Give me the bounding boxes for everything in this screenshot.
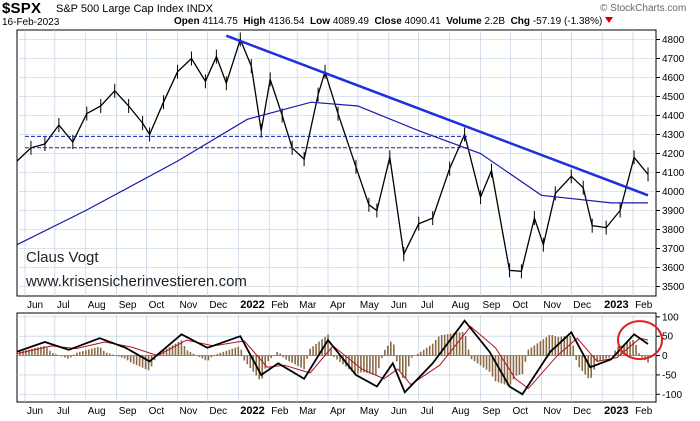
instrument-name: S&P 500 Large Cap Index INDX: [56, 3, 213, 15]
osc-xtick-label: Feb: [271, 406, 289, 417]
osc-ytick-label: 0: [662, 351, 668, 362]
signal-line: [16, 325, 649, 390]
price-xtick-label: Dec: [573, 300, 591, 311]
price-xtick-label: Nov: [179, 300, 197, 311]
price-ytick-label: 4000: [662, 187, 685, 198]
oscillator-panel: -100 -50 0 50 100 Jun Jul Aug Sep Oct Nov Dec 2022 Fe…: [16, 312, 682, 417]
price-xtick-label: Jul: [57, 300, 70, 311]
price-frame: [16, 29, 657, 297]
quote-date: 16-Feb-2023: [2, 17, 60, 28]
osc-xtick-label: Feb: [635, 406, 653, 417]
price-ytick-label: 4800: [662, 35, 685, 46]
osc-xtick-label: Aug: [88, 406, 106, 417]
osc-xtick-label: May: [360, 406, 379, 417]
open-label: Open: [174, 16, 200, 27]
quote-summary: Open 4114.75 High 4136.54 Low 4089.49 Cl…: [174, 16, 614, 27]
price-ytick-label: 3800: [662, 225, 685, 236]
highlight-circle: [617, 320, 664, 361]
price-xtick-label: Jul: [421, 300, 434, 311]
volume-value: 2.2B: [484, 16, 506, 27]
osc-xtick-label: Oct: [512, 406, 528, 417]
osc-xtick-label: 2023: [604, 405, 628, 417]
price-line: [16, 37, 649, 272]
price-xtick-label: Sep: [483, 300, 501, 311]
price-xtick-label: Oct: [512, 300, 528, 311]
osc-xtick-label: Sep: [483, 406, 501, 417]
close-label: Close: [374, 16, 402, 27]
author-label: Claus Vogt: [26, 249, 99, 266]
osc-xtick-label: Oct: [149, 406, 165, 417]
price-xtick-label: Feb: [271, 300, 289, 311]
osc-xtick-label: Sep: [119, 406, 137, 417]
high-label: High: [243, 16, 266, 27]
price-xtick-label: Feb: [635, 300, 653, 311]
price-xtick-label: 2023: [604, 299, 628, 311]
price-xtick-label: Aug: [88, 300, 106, 311]
price-xtick-label: Nov: [543, 300, 561, 311]
source-credit: © StockCharts.com: [600, 3, 687, 14]
price-xtick-label: May: [360, 300, 379, 311]
osc-xtick-label: Jul: [57, 406, 70, 417]
low-value: 4089.49: [332, 16, 369, 27]
symbol-title: $SPX: [2, 0, 42, 17]
price-ytick-label: 4200: [662, 149, 685, 160]
moving-average-line: [16, 101, 648, 246]
close-value: 4090.41: [404, 16, 441, 27]
osc-xtick-label: Dec: [573, 406, 591, 417]
osc-xtick-label: Mar: [299, 406, 317, 417]
osc-xtick-label: Aug: [452, 406, 470, 417]
low-label: Low: [310, 16, 331, 27]
volume-label: Volume: [446, 16, 482, 27]
price-ytick-label: 3600: [662, 263, 685, 274]
osc-ytick-label: -50: [662, 370, 677, 381]
osc-ytick-label: -100: [662, 390, 682, 401]
down-arrow-icon: [605, 17, 614, 23]
price-ytick-label: 4300: [662, 130, 685, 141]
price-ytick-label: 4700: [662, 54, 685, 65]
website-label: www.krisensicherinvestieren.com: [25, 273, 247, 290]
open-value: 4114.75: [202, 16, 238, 27]
price-ytick-label: 4500: [662, 92, 685, 103]
downtrend-line: [225, 34, 649, 197]
osc-ytick-label: 100: [662, 312, 679, 323]
oscillator-line: [16, 319, 649, 396]
osc-xtick-label: Nov: [179, 406, 197, 417]
chg-label: Chg: [510, 16, 531, 27]
osc-xtick-label: Dec: [209, 406, 227, 417]
price-ytick-label: 3500: [662, 282, 685, 293]
price-panel: 3500 3600 3700 3800 3900 4000 4100 4200 4300 4400…: [16, 29, 685, 311]
price-ytick-label: 4100: [662, 168, 685, 179]
price-xtick-label: Jun: [391, 300, 407, 311]
osc-xtick-label: Jul: [421, 406, 434, 417]
chg-value: -57.19 (-1.38%): [532, 16, 603, 27]
osc-xtick-label: Jun: [27, 406, 43, 417]
price-ytick-label: 3700: [662, 244, 685, 255]
price-ytick-label: 4600: [662, 73, 685, 84]
price-xtick-label: 2022: [240, 299, 264, 311]
osc-xtick-label: Apr: [330, 406, 346, 417]
high-value: 4136.54: [268, 16, 305, 27]
price-xtick-label: Apr: [330, 300, 346, 311]
price-ytick-label: 3900: [662, 206, 685, 217]
price-ytick-label: 4400: [662, 111, 685, 122]
osc-xtick-label: Nov: [543, 406, 561, 417]
osc-ytick-label: 50: [662, 332, 674, 343]
price-xtick-label: Oct: [149, 300, 165, 311]
price-xtick-label: Mar: [299, 300, 317, 311]
osc-xtick-label: 2022: [240, 405, 264, 417]
price-xtick-label: Sep: [119, 300, 137, 311]
price-xtick-label: Dec: [209, 300, 227, 311]
price-xtick-label: Jun: [27, 300, 43, 311]
osc-xtick-label: Jun: [391, 406, 407, 417]
price-xtick-label: Aug: [452, 300, 470, 311]
